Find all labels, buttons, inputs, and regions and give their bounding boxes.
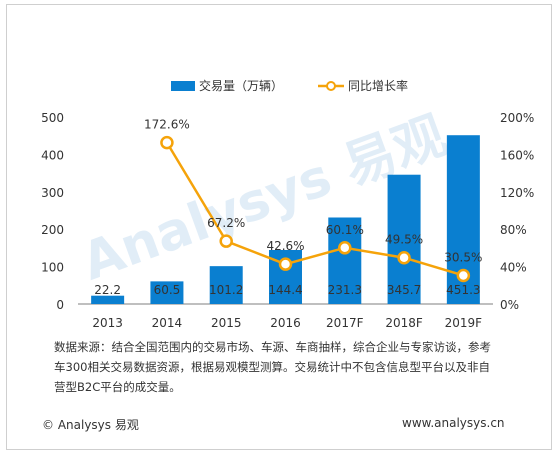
website-url: www.analysys.cn — [402, 416, 505, 430]
bar — [328, 217, 362, 304]
line-point — [456, 268, 471, 283]
bar-series — [91, 135, 480, 304]
line-point — [278, 257, 293, 271]
y-left-tick-label: 200 — [41, 223, 64, 237]
legend-label-bars: 交易量（万辆） — [199, 78, 283, 93]
line-point — [160, 135, 174, 150]
line-point — [338, 241, 352, 255]
line-series — [160, 135, 471, 283]
brand-footer: © Analysys 易观 — [42, 418, 139, 432]
bar — [150, 281, 184, 304]
y-left-tick-label: 400 — [41, 148, 64, 162]
y-right-tick-label: 200% — [500, 111, 534, 125]
bar-value-label: 144.4 — [268, 283, 302, 297]
bar — [91, 295, 125, 304]
bar-value-label: 345.7 — [387, 283, 421, 297]
axes: 0 100 200 300 400 500 0% 40% 80% 120% 160% 200% 2013… — [41, 111, 534, 330]
legend-label-line: 同比增长率 — [348, 78, 408, 93]
y-right-tick-label: 120% — [500, 186, 534, 200]
bar-value-label: 101.2 — [209, 283, 243, 297]
x-tick-label: 2015 — [211, 316, 242, 330]
line-point — [397, 250, 411, 265]
y-right-tick-label: 80% — [500, 223, 527, 237]
data-source-note: 数据来源：结合全国范围内的交易市场、车源、车商抽样，综合企业与专家访谈，参考车3… — [54, 340, 491, 394]
line-labels: 172.6% 67.2% 42.6% 60.1% 49.5% 30.5% — [144, 118, 482, 265]
line-value-label: 49.5% — [385, 233, 423, 247]
y-left-tick-label: 100 — [41, 261, 64, 275]
line-value-label: 60.1% — [326, 223, 364, 237]
y-left-tick-label: 500 — [41, 111, 64, 125]
x-tick-label: 2014 — [152, 316, 183, 330]
y-right-tick-label: 0% — [500, 298, 519, 312]
line-value-label: 30.5% — [444, 250, 482, 264]
x-tick-label: 2013 — [92, 316, 123, 330]
line-point — [219, 234, 233, 248]
legend: 交易量（万辆） 同比增长率 — [171, 78, 408, 93]
bar — [209, 266, 243, 304]
legend-swatch-bars — [171, 81, 195, 91]
y-right-tick-label: 160% — [500, 148, 534, 162]
line-value-label: 67.2% — [207, 216, 245, 230]
bar-value-label: 451.3 — [446, 283, 480, 297]
x-tick-label: 2017F — [326, 316, 364, 330]
y-right-tick-label: 40% — [500, 261, 527, 275]
growth-line — [165, 141, 464, 277]
y-left-tick-label: 0 — [56, 298, 64, 312]
y-left-tick-label: 300 — [41, 186, 64, 200]
line-value-label: 172.6% — [144, 118, 190, 132]
x-tick-label: 2018F — [385, 316, 423, 330]
line-value-label: 42.6% — [266, 239, 304, 253]
x-tick-label: 2016 — [270, 316, 301, 330]
bar-labels: 22.2 60.5 101.2 144.4 231.3 345.7 451.3 — [94, 283, 480, 297]
legend-marker-line — [326, 81, 336, 91]
bar-value-label: 231.3 — [328, 283, 362, 297]
bar-value-label: 60.5 — [154, 283, 181, 297]
bar-value-label: 22.2 — [94, 283, 121, 297]
x-tick-label: 2019F — [445, 316, 483, 330]
bar — [387, 174, 421, 304]
